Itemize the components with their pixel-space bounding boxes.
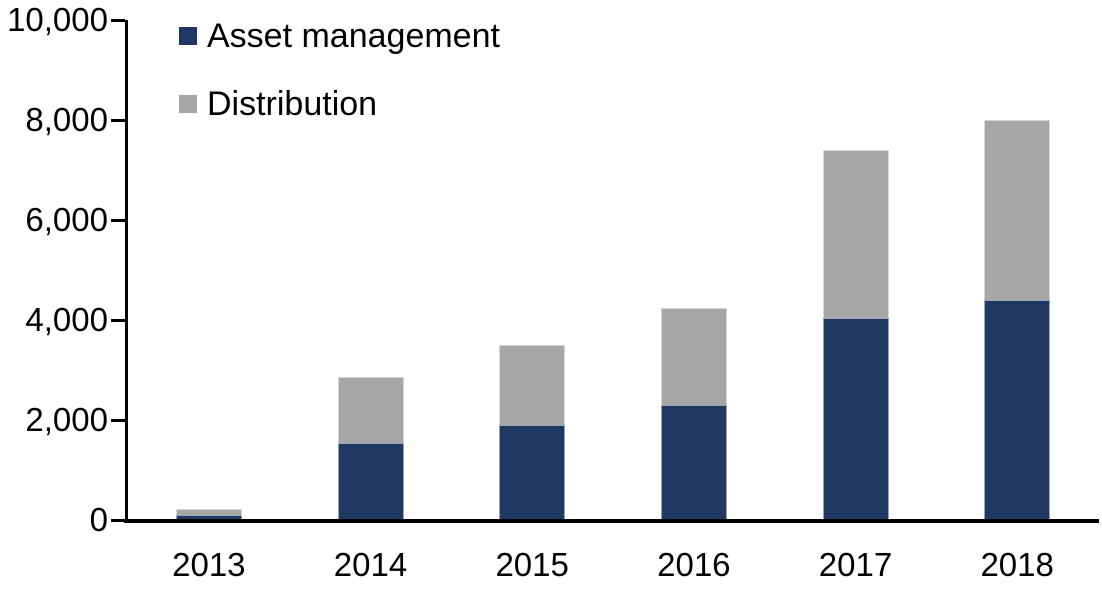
legend-swatch-distribution-icon [179,95,197,113]
y-axis-tick [111,418,125,422]
x-axis-category-label: 2017 [818,546,893,583]
bar-segment-distribution [337,376,404,443]
y-axis-tick [111,518,125,522]
bar-segment-distribution [175,509,242,515]
y-axis-tick-label: 10,000 [7,1,108,38]
y-axis-tick [111,218,125,222]
y-axis-tick [111,118,125,122]
bar-segment-asset-management [499,425,566,520]
x-axis-category-label: 2016 [657,546,731,583]
legend-swatch-asset-management-icon [179,27,197,45]
x-axis-category-label: 2018 [980,546,1054,583]
legend-label-asset-management: Asset management [207,17,500,55]
legend-item-distribution: Distribution [179,83,500,125]
bar-segment-asset-management [337,442,404,520]
x-axis-category-label: 2013 [172,546,246,583]
y-axis-tick [111,318,125,322]
bar-segment-asset-management [822,317,889,520]
y-axis-tick [111,18,125,22]
bar-segment-asset-management [984,300,1051,520]
y-axis-tick-label: 0 [89,501,108,538]
x-axis-category-label: 2015 [495,546,569,583]
legend-item-asset-management: Asset management [179,15,500,57]
legend-label-distribution: Distribution [207,85,378,123]
y-axis-tick-label: 6,000 [25,201,108,238]
bar-segment-asset-management [660,405,727,520]
bar-segment-distribution [660,307,727,405]
y-axis-tick-label: 8,000 [25,101,108,138]
x-axis-line [124,519,1099,523]
legend: Asset management Distribution [179,15,500,151]
bar-segment-distribution [499,345,566,425]
x-axis-category-label: 2014 [333,546,408,583]
y-axis-tick-label: 2,000 [25,401,108,438]
bar-segment-distribution [984,120,1051,300]
bar-segment-distribution [822,150,889,318]
bar-segment-asset-management [175,515,242,520]
y-axis-tick-label: 4,000 [25,301,108,338]
y-axis-line [125,20,128,521]
